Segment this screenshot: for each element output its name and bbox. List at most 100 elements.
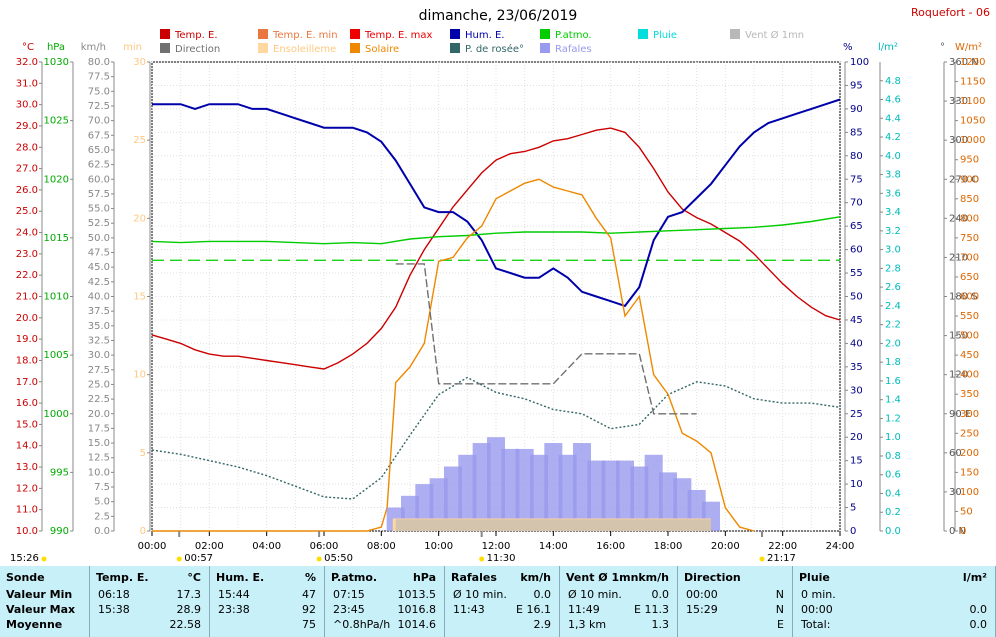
summary-panel: Sonde Valeur Min Valeur Max Moyenne Temp. E.… [0,566,996,637]
y-tick-label-rain: 3.2 [885,226,901,237]
x-tick-label: 10:00 [424,541,453,552]
gust-bar [630,466,649,531]
y-tick-label-temp: 17.0 [16,377,38,388]
summary-col-6: Direction 00:00 N 15:29 N E [678,566,793,637]
y-tick-label-solar: 550 [960,311,979,322]
gust-bar [458,454,477,531]
y-tick-label-solar: 1150 [960,77,985,88]
summary-cell-time: 15:29 [686,603,718,616]
summary-cell-time: 06:18 [98,588,130,601]
summary-cell-time: ^0.8hPa/h [333,618,391,631]
gust-bar [659,472,677,531]
summary-cell-value: 28.9 [176,603,202,616]
y-tick-label-wind: 72.5 [88,101,110,112]
summary-cell-time: 1,3 km [568,618,607,631]
summary-col-title: Temp. E. [96,571,149,584]
x-tick-label: 06:00 [310,541,339,552]
legend-label: Temp. E. [174,30,218,41]
gust-bar [472,443,491,531]
y-tick-label-hum: 40 [850,338,863,349]
y-tick-label-hum: 25 [850,409,863,420]
y-tick-label-solar: 100 [960,487,979,498]
summary-row-label: Valeur Max [6,603,76,616]
axis-unit-temp: °C [22,42,34,53]
summary-cell-value: N [775,588,784,601]
y-tick-label-wind: 30.0 [88,350,110,361]
summary-cell-value: 0.0 [533,588,552,601]
y-tick-label-press: 1015 [44,233,69,244]
legend-swatch [540,29,550,39]
summary-cell-value: 22.58 [169,618,202,631]
y-tick-label-hum: 20 [850,432,863,443]
y-tick-label-rain: 1.2 [885,413,901,424]
legend-label: P. de rosée° [465,43,524,55]
summary-cell-value: E 11.3 [634,603,669,616]
x-tick-label: 22:00 [768,541,797,552]
x-tick-label: 14:00 [539,541,568,552]
summary-cell-value: 0.0 [969,603,988,616]
series-line [152,98,841,308]
y-tick-label-wind: 50.0 [88,233,110,244]
y-tick-label-rain: 2.2 [885,320,901,331]
summary-col-1: Temp. E. °C 06:18 17.3 15:38 28.9 22.58 [90,566,210,637]
y-tick-label-press: 1020 [44,174,69,185]
series-solaire [152,178,755,532]
y-tick-label-wind: 55.0 [88,204,110,215]
y-tick-label-wind: 62.5 [88,160,110,171]
axis-unit-rain: l/m² [878,42,898,53]
y-tick-label-rain: 3.8 [885,170,901,181]
summary-col-unit: l/m² [962,571,987,584]
y-tick-label-press: 1025 [44,116,69,127]
marker-label: 05:50 [324,553,353,564]
y-tick-label-solar: 200 [960,448,979,459]
y-tick-label-wind: 0.0 [94,526,110,537]
y-tick-label-dir: 330 [949,96,968,107]
y-tick-label-hum: 70 [850,198,863,209]
y-tick-label-wind: 32.5 [88,335,110,346]
y-tick-label-sun: 20 [133,213,146,224]
legend-swatch [258,43,268,53]
summary-cell-value: 75 [302,618,316,631]
y-tick-label-hum: 55 [850,268,863,279]
y-tick-label-rain: 2.8 [885,263,901,274]
summary-cell-value: 2.9 [533,618,552,631]
summary-cell-value: 1.3 [651,618,670,631]
legend-swatch [450,29,460,39]
gust-bar [429,478,448,531]
y-tick-label-temp: 25.0 [16,206,38,217]
y-tick-label-wind: 60.0 [88,174,110,185]
y-tick-label-temp: 27.0 [16,164,38,175]
summary-col-unit: % [304,571,316,584]
axis-unit-solar: W/m² [955,42,982,53]
gust-bar [616,460,634,531]
y-tick-label-solar: 300 [960,409,979,420]
summary-cell-time: 11:43 [453,603,485,616]
y-tick-label-rain: 1.0 [885,432,901,443]
y-tick-label-solar: 400 [960,370,979,381]
gust-bar [515,448,534,531]
y-tick-label-solar: 950 [960,155,979,166]
legend-label: Vent Ø 1mn [745,29,804,41]
y-tick-label-rain: 4.4 [885,113,901,124]
y-tick-label-wind: 37.5 [88,306,110,317]
y-tick-label-temp: 12.0 [16,483,38,494]
y-tick-label-sun: 30 [133,57,146,68]
y-tick-label-solar: 1050 [960,116,985,127]
y-tick-label-press: 1010 [44,292,69,303]
summary-col-title: Vent Ø 1mn [566,571,639,584]
x-tick-label: 16:00 [596,541,625,552]
series-hum-e- [152,98,841,308]
summary-col-unit: km/h [638,571,669,584]
summary-cell-value: E [777,618,784,631]
y-tick-label-wind: 15.0 [88,438,110,449]
y-tick-label-hum: 80 [850,151,863,162]
y-tick-label-wind: 57.5 [88,189,110,200]
series-temp-e- [151,127,841,370]
y-tick-label-rain: 4.0 [885,151,901,162]
gust-bar [544,443,563,531]
summary-col-0: Sonde Valeur Min Valeur Max Moyenne [0,566,90,637]
y-tick-label-wind: 20.0 [88,409,110,420]
y-tick-label-hum: 65 [850,221,863,232]
summary-row-label: Valeur Min [6,588,73,601]
summary-cell-time: 23:38 [218,603,250,616]
